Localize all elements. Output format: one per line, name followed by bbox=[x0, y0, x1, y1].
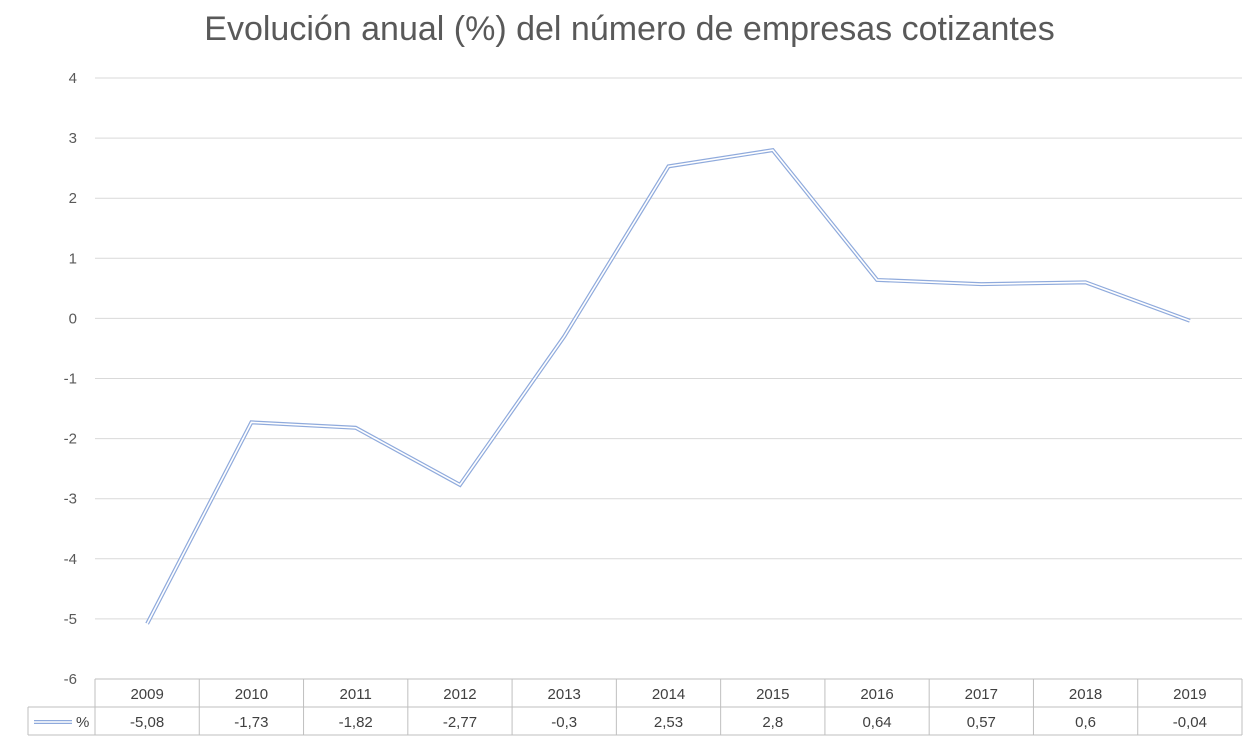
data-value-label: -1,73 bbox=[234, 714, 268, 731]
category-label: 2012 bbox=[443, 686, 476, 703]
data-value-label: -0,3 bbox=[551, 714, 577, 731]
data-value-label: -2,77 bbox=[443, 714, 477, 731]
data-value-label: -0,04 bbox=[1173, 714, 1207, 731]
data-value-label: 2,53 bbox=[654, 714, 683, 731]
category-label: 2016 bbox=[860, 686, 893, 703]
y-tick-label: -1 bbox=[64, 371, 77, 388]
y-tick-label: -5 bbox=[64, 611, 77, 628]
series-line-inner bbox=[146, 149, 1191, 625]
category-label: 2015 bbox=[756, 686, 789, 703]
series-line bbox=[145, 147, 1191, 625]
y-tick-label: -6 bbox=[64, 671, 77, 688]
y-tick-label: 0 bbox=[69, 310, 77, 327]
category-label: 2019 bbox=[1173, 686, 1206, 703]
y-axis-ticks: 4 3 2 1 0 -1 -2 -3 -4 -5 -6 bbox=[64, 70, 77, 688]
y-tick-label: 1 bbox=[69, 250, 77, 267]
y-tick-label: 2 bbox=[69, 190, 77, 207]
category-label: 2017 bbox=[965, 686, 998, 703]
series-lines bbox=[145, 147, 1191, 625]
data-value-label: 0,6 bbox=[1075, 714, 1096, 731]
series-name-label: % bbox=[76, 714, 89, 731]
category-label: 2010 bbox=[235, 686, 268, 703]
y-tick-label: -4 bbox=[64, 551, 77, 568]
data-value-label: 0,64 bbox=[862, 714, 891, 731]
data-value-label: -1,82 bbox=[339, 714, 373, 731]
y-tick-label: -2 bbox=[64, 431, 77, 448]
category-label: 2009 bbox=[130, 686, 163, 703]
category-label: 2011 bbox=[340, 686, 372, 703]
category-label: 2018 bbox=[1069, 686, 1102, 703]
y-tick-label: 4 bbox=[69, 70, 77, 87]
data-value-label: -5,08 bbox=[130, 714, 164, 731]
chart-title: Evolución anual (%) del número de empres… bbox=[204, 10, 1055, 48]
data-value-label: 2,8 bbox=[762, 714, 783, 731]
category-label: 2013 bbox=[548, 686, 581, 703]
category-label: 2014 bbox=[652, 686, 685, 703]
y-tick-label: 3 bbox=[69, 130, 77, 147]
data-table: 2009 2010 2011 2012 2013 2014 2015 2016 2017 2018… bbox=[27, 678, 1243, 736]
data-value-label: 0,57 bbox=[967, 714, 996, 731]
y-tick-label: -3 bbox=[64, 491, 77, 508]
